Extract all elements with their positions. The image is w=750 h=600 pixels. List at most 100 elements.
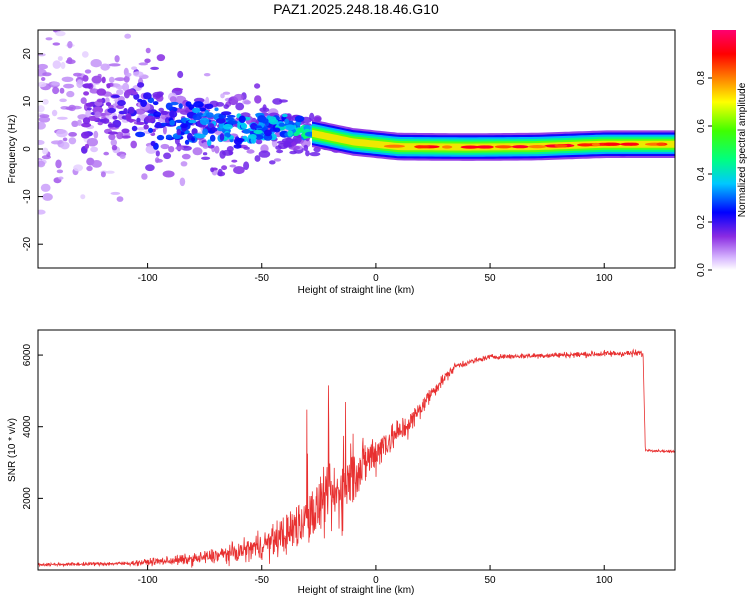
spectrogram-blob bbox=[195, 133, 206, 139]
spectrogram-blob bbox=[242, 128, 251, 134]
spectrogram-speckle bbox=[246, 149, 255, 154]
spectrogram-speckle bbox=[40, 183, 51, 192]
spectrogram-speckle bbox=[87, 0, 92, 3]
spectrogram-blob bbox=[125, 113, 132, 121]
spectrogram-speckle bbox=[131, 66, 138, 70]
spectrogram-speckle bbox=[125, 72, 132, 77]
spectrogram-speckle bbox=[258, 150, 271, 158]
spectrogram-speckle bbox=[73, 72, 82, 77]
spectrogram-speckle bbox=[108, 63, 121, 67]
x-tick-label: 50 bbox=[485, 575, 497, 586]
spectrogram-speckle bbox=[42, 98, 49, 105]
spectrogram-speckle bbox=[273, 158, 282, 162]
spectrogram-speckle bbox=[222, 91, 231, 95]
spectrogram-speckle bbox=[114, 77, 126, 82]
spectrogram-blob bbox=[176, 128, 182, 136]
spectrogram-hotspot bbox=[591, 142, 601, 147]
spectrogram-speckle bbox=[243, 161, 250, 170]
spectrogram-hotspot bbox=[494, 145, 513, 149]
spectrogram-blob bbox=[99, 112, 106, 117]
spectrogram-blob bbox=[193, 101, 204, 108]
spectrogram-blob bbox=[135, 131, 146, 138]
spectrogram-blob bbox=[221, 111, 232, 116]
spectrogram-blob bbox=[85, 102, 94, 108]
spectrogram-speckle bbox=[291, 141, 297, 147]
spectrogram-speckle bbox=[255, 139, 263, 145]
spectrogram-speckle bbox=[145, 164, 155, 172]
y-tick-label: 0 bbox=[22, 146, 33, 152]
spectrogram-blob bbox=[84, 143, 90, 149]
colorbar-tick-label: 0.6 bbox=[696, 119, 707, 133]
spectrogram-speckle bbox=[51, 109, 58, 117]
snr-y-ticks: 2000 4000 6000 bbox=[22, 344, 43, 509]
spectrogram-blob bbox=[108, 133, 116, 141]
spectrogram-speckle bbox=[135, 108, 146, 115]
spectrogram-blob bbox=[169, 110, 178, 118]
spectrogram-speckle bbox=[145, 47, 151, 54]
spectrogram-speckle bbox=[103, 151, 109, 156]
spectrogram-speckle bbox=[38, 209, 46, 215]
spectrogram-hotspot bbox=[620, 142, 637, 146]
x-tick-label: -50 bbox=[255, 575, 270, 586]
snr-panel: -100 -50 0 50 100 2000 4000 6000 Height of str… bbox=[7, 329, 676, 596]
spectrogram-speckle bbox=[116, 196, 124, 202]
spectrogram-blob bbox=[207, 139, 212, 147]
spectrogram-blob bbox=[150, 140, 156, 147]
spectrogram-speckle bbox=[110, 191, 121, 195]
spectrogram-blob bbox=[81, 131, 90, 139]
spectrogram-speckle bbox=[93, 130, 99, 139]
spectrogram-speckle bbox=[243, 146, 250, 150]
spectrogram-blob bbox=[143, 124, 149, 130]
spectrogram-blob bbox=[131, 125, 138, 132]
spectrogram-speckle bbox=[303, 144, 309, 152]
spectrogram-speckle bbox=[100, 63, 110, 71]
spectrogram-blob bbox=[165, 134, 173, 140]
spectrogram-hotspot bbox=[577, 143, 594, 147]
spectrogram-speckle bbox=[179, 177, 186, 187]
spectrogram-speckle bbox=[73, 164, 83, 172]
spectrogram-speckle bbox=[66, 90, 75, 98]
spectrogram-speckle bbox=[108, 76, 115, 83]
spectrogram-blob bbox=[284, 124, 296, 131]
spectrogram-speckle bbox=[55, 30, 66, 37]
spectrogram-blob bbox=[156, 134, 165, 141]
spectrogram-blob bbox=[102, 118, 110, 124]
x-tick-label: -100 bbox=[138, 273, 158, 284]
spectrogram-blob bbox=[205, 112, 214, 118]
spectrogram-blob bbox=[219, 133, 225, 141]
spectrogram-blob bbox=[137, 82, 145, 88]
spectrogram-blob bbox=[136, 117, 141, 123]
spectrogram-blob bbox=[267, 116, 277, 122]
spectrogram-speckle bbox=[132, 71, 144, 77]
y-tick-label: 20 bbox=[22, 48, 33, 60]
spectrogram-blob bbox=[199, 117, 210, 126]
snr-line-series bbox=[38, 348, 675, 568]
x-tick-label: 0 bbox=[373, 273, 379, 284]
spectrogram-hotspot bbox=[656, 142, 665, 146]
spectrogram-blob bbox=[136, 121, 146, 125]
spectrogram-speckle bbox=[58, 176, 64, 180]
spectrogram-speckle bbox=[119, 154, 126, 159]
spectrogram-speckle bbox=[42, 72, 52, 77]
spectrogram-speckle bbox=[233, 166, 245, 175]
spectrogram-blob bbox=[91, 75, 103, 84]
spectrogram-speckle bbox=[231, 159, 238, 163]
spectrogram-speckle bbox=[56, 169, 64, 174]
spectrogram-blob bbox=[191, 137, 196, 142]
spectrogram-hotspot bbox=[475, 145, 494, 149]
spectrogram-speckle bbox=[86, 165, 93, 172]
spectrogram-speckle bbox=[51, 81, 60, 86]
spectrogram-speckle bbox=[61, 76, 74, 83]
spectrogram-speckle bbox=[110, 139, 118, 147]
spectrogram-speckle bbox=[205, 96, 210, 106]
spectrogram-speckle bbox=[254, 155, 261, 162]
spectrogram-blob bbox=[192, 107, 201, 114]
spectrogram-speckle bbox=[155, 150, 160, 157]
spectrogram-blob bbox=[155, 121, 162, 128]
spectrogram-speckle bbox=[42, 147, 49, 155]
spectrogram-blob bbox=[211, 126, 216, 131]
spectrogram-blob bbox=[83, 91, 90, 96]
spectrogram-blob bbox=[227, 120, 238, 125]
spectrogram-speckle bbox=[68, 137, 77, 145]
spectrogram-blob bbox=[261, 118, 269, 124]
